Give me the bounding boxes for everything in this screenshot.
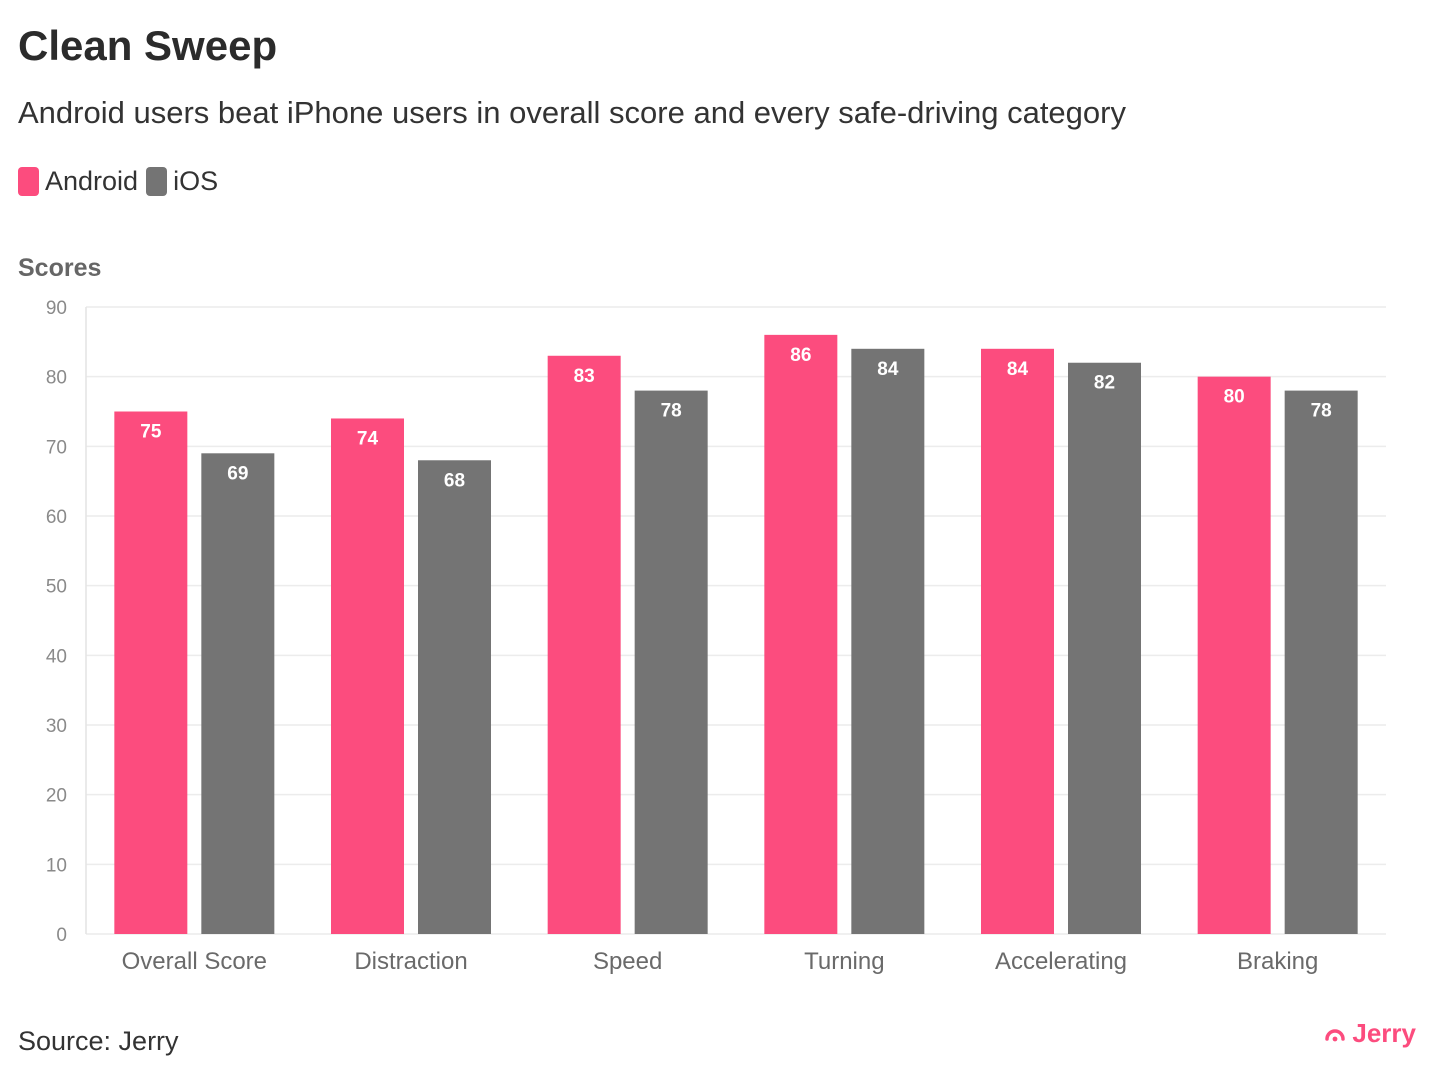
x-tick-label-accelerating: Accelerating xyxy=(995,948,1127,975)
y-tick-label-80: 80 xyxy=(46,368,67,389)
jerry-logo-icon xyxy=(1325,1028,1346,1041)
y-tick-label-0: 0 xyxy=(56,925,67,946)
bar-android-turning xyxy=(764,334,838,934)
y-axis-title: Scores xyxy=(18,254,102,282)
data-label-android-accelerating: 84 xyxy=(1007,359,1029,380)
legend-label-ios: iOS xyxy=(173,166,219,196)
y-tick-label-50: 50 xyxy=(46,577,67,598)
bar-android-braking xyxy=(1197,376,1271,935)
y-tick-label-10: 10 xyxy=(46,855,67,876)
legend-label-android: Android xyxy=(45,166,139,196)
data-label-ios-distraction: 68 xyxy=(444,470,465,491)
bar-android-distraction xyxy=(331,418,404,934)
y-tick-label-90: 90 xyxy=(46,298,67,319)
legend-item-ios[interactable]: iOS xyxy=(146,166,218,197)
y-tick-label-20: 20 xyxy=(46,786,67,807)
bar-ios-accelerating xyxy=(1068,362,1141,934)
legend: Android iOS xyxy=(18,166,226,197)
x-tick-label-distraction: Distraction xyxy=(354,948,467,975)
bar-ios-turning xyxy=(851,348,925,934)
data-label-ios-speed: 78 xyxy=(661,401,682,422)
legend-swatch-ios xyxy=(146,167,168,196)
bar-android-accelerating xyxy=(981,348,1054,934)
y-tick-label-70: 70 xyxy=(46,437,67,458)
data-label-ios-accelerating: 82 xyxy=(1094,373,1115,394)
data-label-android-overall-score: 75 xyxy=(140,422,162,443)
data-label-android-turning: 86 xyxy=(790,345,811,366)
source-note: Source: Jerry xyxy=(18,1026,179,1056)
x-tick-label-speed: Speed xyxy=(593,948,662,975)
bar-ios-braking xyxy=(1284,390,1358,935)
brand-logo[interactable]: Jerry xyxy=(1324,1018,1416,1049)
legend-swatch-android xyxy=(18,167,39,196)
bar-ios-distraction xyxy=(418,460,491,934)
chart-title: Clean Sweep xyxy=(18,22,278,69)
data-label-ios-turning: 84 xyxy=(877,359,899,380)
x-tick-label-braking: Braking xyxy=(1237,948,1318,975)
bar-ios-overall-score xyxy=(201,453,275,934)
data-label-android-distraction: 74 xyxy=(357,428,379,449)
x-tick-label-overall-score: Overall Score xyxy=(122,948,267,975)
y-tick-label-60: 60 xyxy=(46,507,67,528)
y-tick-label-40: 40 xyxy=(46,646,67,667)
legend-item-android[interactable]: Android xyxy=(18,166,138,197)
bar-android-speed xyxy=(547,355,621,934)
brand-name: Jerry xyxy=(1352,1018,1416,1048)
data-label-android-braking: 80 xyxy=(1224,387,1245,408)
bar-ios-speed xyxy=(634,390,708,935)
bar-android-overall-score xyxy=(114,411,188,934)
chart-subtitle: Android users beat iPhone users in overa… xyxy=(18,95,1126,130)
data-label-ios-braking: 78 xyxy=(1311,401,1332,422)
data-label-android-speed: 83 xyxy=(574,366,595,387)
x-tick-label-turning: Turning xyxy=(804,948,884,975)
data-label-ios-overall-score: 69 xyxy=(227,463,248,484)
y-tick-label-30: 30 xyxy=(46,716,67,737)
